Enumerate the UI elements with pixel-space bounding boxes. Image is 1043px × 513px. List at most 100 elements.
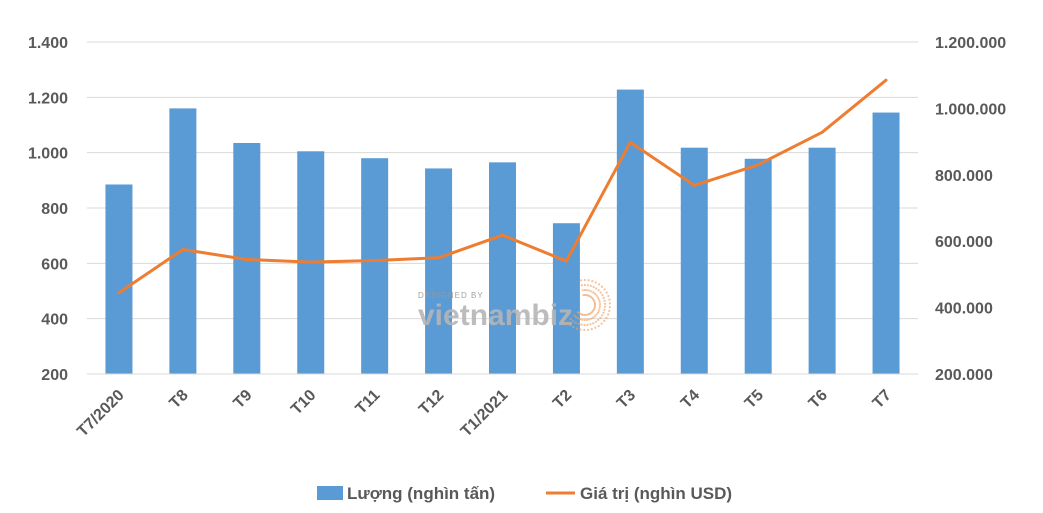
line-series xyxy=(117,78,888,295)
x-tick-label: T7 xyxy=(870,387,895,412)
watermark-burst-icon xyxy=(566,278,612,332)
burst-dot xyxy=(598,302,602,306)
burst-dot xyxy=(586,323,589,326)
burst-dot xyxy=(583,283,586,287)
x-tick-label: T10 xyxy=(288,387,320,419)
y-left-tick-label: 800 xyxy=(41,201,68,218)
burst-dot xyxy=(596,296,600,299)
burst-dot xyxy=(569,318,572,321)
burst-dot xyxy=(580,284,583,287)
x-axis: T7/2020 T8 T9 T10 T11 T12 T1/2021 T2 T3 T4 T5 T6 T7 xyxy=(74,373,918,441)
x-tick-label: T11 xyxy=(353,387,384,418)
burst-dot xyxy=(585,318,588,321)
burst-dot xyxy=(595,313,598,316)
burst-dot xyxy=(586,328,590,331)
burst-dot xyxy=(592,322,595,325)
burst-dot xyxy=(602,296,605,299)
burst-dot xyxy=(597,324,600,328)
burst-dot xyxy=(598,305,602,308)
burst-dot xyxy=(583,328,586,332)
burst-dot xyxy=(576,310,580,314)
bar xyxy=(552,223,580,374)
burst-dot xyxy=(579,318,582,321)
burst-dot xyxy=(581,318,584,321)
burst-dot xyxy=(575,327,578,330)
burst-dot xyxy=(608,306,612,309)
burst-dot xyxy=(608,309,611,313)
burst-dot xyxy=(592,291,595,294)
burst-dot xyxy=(579,328,582,331)
burst-dot xyxy=(583,323,586,327)
y-left-tick-label: 1.000 xyxy=(28,146,68,163)
legend-bar-swatch xyxy=(317,486,343,500)
x-tick-label: T6 xyxy=(806,387,831,412)
burst-dot xyxy=(579,279,583,282)
bar xyxy=(489,162,516,374)
legend-line-label: Giá trị (nghìn USD) xyxy=(580,484,732,503)
burst-dot xyxy=(603,302,607,305)
burst-dot xyxy=(594,292,597,296)
burst-dot xyxy=(598,300,601,303)
burst-dot xyxy=(589,323,592,326)
burst-dot xyxy=(572,320,575,323)
x-tick-label: T12 xyxy=(416,387,448,419)
bar xyxy=(425,168,453,374)
bar xyxy=(169,108,197,375)
watermark-brand: vietnambiz xyxy=(418,299,573,332)
y-left-tick-label: 1.400 xyxy=(28,35,68,52)
x-tick-label: T3 xyxy=(614,387,639,412)
burst-dot xyxy=(583,318,586,322)
burst-dot xyxy=(572,326,575,329)
y-right-tick-label: 600.000 xyxy=(935,234,993,251)
x-tick-label: T7/2020 xyxy=(74,387,128,441)
y-right-tick-label: 1.200.000 xyxy=(935,35,1006,52)
y-axis-right: 200.000 400.000 600.000 800.000 1.000.000 1.2… xyxy=(935,35,1006,384)
x-tick-label: T4 xyxy=(678,387,703,412)
burst-dot xyxy=(607,294,610,298)
y-left-tick-label: 600 xyxy=(41,256,68,273)
x-tick-label: T2 xyxy=(550,387,575,412)
burst-dot xyxy=(590,317,593,320)
burst-dot xyxy=(594,320,597,323)
watermark: DESIGNED BY vietnambiz xyxy=(418,278,612,332)
bar xyxy=(361,158,389,374)
burst-dot xyxy=(598,283,601,286)
burst-dot xyxy=(592,285,595,289)
burst-dot xyxy=(603,299,606,302)
burst-dot xyxy=(608,302,612,305)
burst-dot xyxy=(583,288,587,292)
burst-dot xyxy=(599,316,602,319)
bar xyxy=(105,184,133,374)
burst-dot xyxy=(597,298,601,301)
burst-dot xyxy=(603,288,606,291)
burst-dot xyxy=(605,316,608,319)
burst-dot xyxy=(605,291,608,294)
x-tick-label: T8 xyxy=(166,387,191,412)
x-tick-label: T5 xyxy=(742,387,767,412)
burst-dot xyxy=(599,291,602,294)
bar xyxy=(744,158,772,374)
burst-dot xyxy=(574,321,577,324)
x-tick-label: T1/2021 xyxy=(458,387,512,441)
burst-dot xyxy=(586,289,589,292)
y-right-tick-label: 800.000 xyxy=(935,168,993,185)
burst-dot xyxy=(603,305,607,308)
burst-dot xyxy=(569,324,572,327)
bar xyxy=(616,89,644,374)
burst-dot xyxy=(583,278,586,282)
legend-bar-label: Lượng (nghìn tấn) xyxy=(347,484,495,503)
burst-dot xyxy=(595,294,598,297)
y-right-tick-label: 400.000 xyxy=(935,301,993,318)
burst-dot xyxy=(581,289,584,292)
x-tick-label: T9 xyxy=(230,387,255,412)
burst-dot xyxy=(603,308,606,311)
burst-dot xyxy=(602,311,605,314)
bar xyxy=(808,147,836,374)
y-right-tick-label: 1.000.000 xyxy=(935,101,1006,118)
watermark-caption: DESIGNED BY xyxy=(418,291,484,300)
burst-dot xyxy=(597,289,600,292)
burst-dot xyxy=(576,317,580,320)
burst-dot xyxy=(600,322,603,325)
burst-dot xyxy=(591,279,594,283)
